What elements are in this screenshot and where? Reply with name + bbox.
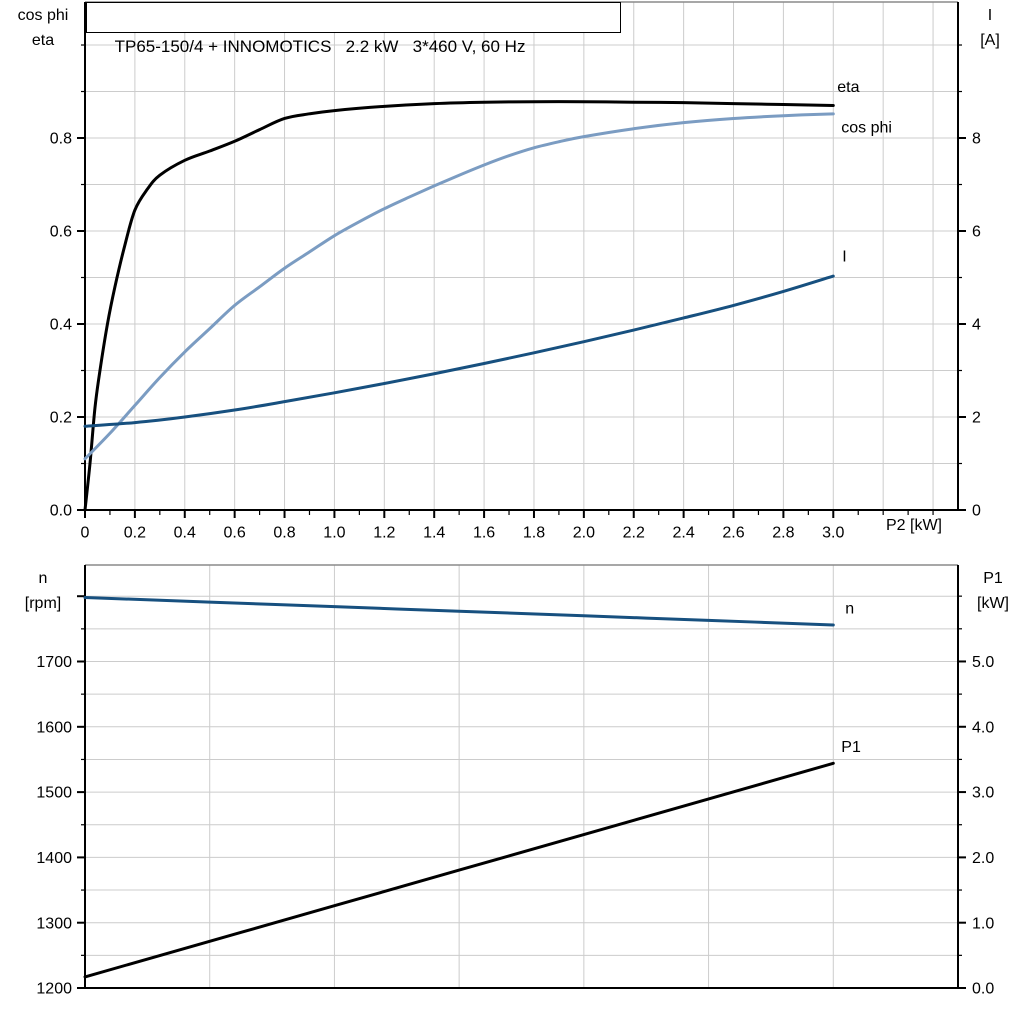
curve-I xyxy=(83,274,835,428)
svg-text:0: 0 xyxy=(81,525,90,542)
svg-text:0.6: 0.6 xyxy=(224,525,246,542)
svg-text:0.6: 0.6 xyxy=(50,224,72,241)
svg-text:0: 0 xyxy=(972,503,981,520)
svg-text:3.0: 3.0 xyxy=(972,785,994,802)
svg-text:1.8: 1.8 xyxy=(523,525,545,542)
svg-text:1500: 1500 xyxy=(36,785,72,802)
svg-text:0.0: 0.0 xyxy=(50,503,72,520)
chart-0-left-ticks: 0.0 0.2 0.4 0.6 0.8 xyxy=(50,44,85,520)
svg-text:2.4: 2.4 xyxy=(673,525,695,542)
svg-text:1.2: 1.2 xyxy=(373,525,395,542)
chart-0-right-ticks: 0 2 4 6 8 xyxy=(958,44,981,520)
top-right-axis-title: I [A] xyxy=(980,7,1000,49)
chart-0-grid xyxy=(85,2,958,510)
curve-P1 xyxy=(83,761,835,979)
curve-label-P1: P1 xyxy=(841,739,861,756)
svg-text:2.0: 2.0 xyxy=(573,525,595,542)
curve-label-n: n xyxy=(845,601,854,618)
svg-text:3.0: 3.0 xyxy=(822,525,844,542)
x-axis-title: P2 [kW] xyxy=(885,517,942,534)
svg-text:1.0: 1.0 xyxy=(323,525,345,542)
chart-1-right-ticks: 5.0 4.0 3.0 2.0 1.0 0.0 xyxy=(958,595,994,998)
chart-1-left-ticks: 1700 1600 1500 1400 1300 1200 xyxy=(36,595,85,998)
svg-text:0.8: 0.8 xyxy=(50,131,72,148)
chart-title-box: TP65-150/4 + INNOMOTICS 2.2 kW 3*460 V, … xyxy=(86,2,621,56)
curve-n xyxy=(83,596,835,627)
curve-label-eta: eta xyxy=(837,79,859,96)
svg-text:0.4: 0.4 xyxy=(50,317,72,334)
svg-text:8: 8 xyxy=(972,131,981,148)
svg-text:2.2: 2.2 xyxy=(623,525,645,542)
chart-1-grid xyxy=(85,565,958,988)
svg-text:1.0: 1.0 xyxy=(972,915,994,932)
curve-eta xyxy=(83,100,835,512)
svg-text:6: 6 xyxy=(972,224,981,241)
svg-text:2.6: 2.6 xyxy=(722,525,744,542)
svg-text:0.8: 0.8 xyxy=(273,525,295,542)
svg-text:4: 4 xyxy=(972,317,981,334)
svg-text:0.0: 0.0 xyxy=(972,981,994,998)
chart-0-x-ticks: 0 0.2 0.4 0.6 0.8 1.0 1.2 1.4 1.6 1.8 2.0 2.2 2.4 2.6… xyxy=(81,510,934,542)
curve-label-cos-phi: cos phi xyxy=(841,119,892,136)
svg-text:1700: 1700 xyxy=(36,654,72,671)
svg-text:1600: 1600 xyxy=(36,719,72,736)
top-left-axis-title: cos phi eta xyxy=(17,7,69,49)
svg-text:4.0: 4.0 xyxy=(972,719,994,736)
svg-text:5.0: 5.0 xyxy=(972,654,994,671)
curve-label-I: I xyxy=(842,249,846,266)
bottom-left-axis-title: n [rpm] xyxy=(24,570,62,612)
curve-cos-phi xyxy=(83,112,835,461)
svg-text:2.0: 2.0 xyxy=(972,850,994,867)
svg-text:0.4: 0.4 xyxy=(174,525,196,542)
chart-0: 0 0.2 0.4 0.6 0.8 1.0 1.2 1.4 1.6 1.8 2.0 2.2 2.4 2.6… xyxy=(50,1,981,542)
svg-text:2.8: 2.8 xyxy=(772,525,794,542)
bottom-right-axis-title: P1 [kW] xyxy=(977,570,1009,612)
svg-text:1400: 1400 xyxy=(36,850,72,867)
svg-text:2: 2 xyxy=(972,410,981,427)
svg-text:1300: 1300 xyxy=(36,915,72,932)
svg-text:1200: 1200 xyxy=(36,981,72,998)
chart-1: 1700 1600 1500 1400 1300 1200 5.0 4.0 3.0 2.0 1.0 0… xyxy=(36,564,994,998)
svg-text:0.2: 0.2 xyxy=(124,525,146,542)
svg-text:1.4: 1.4 xyxy=(423,525,445,542)
svg-text:0.2: 0.2 xyxy=(50,410,72,427)
svg-text:1.6: 1.6 xyxy=(473,525,495,542)
chart-title: TP65-150/4 + INNOMOTICS 2.2 kW 3*460 V, … xyxy=(114,37,526,56)
